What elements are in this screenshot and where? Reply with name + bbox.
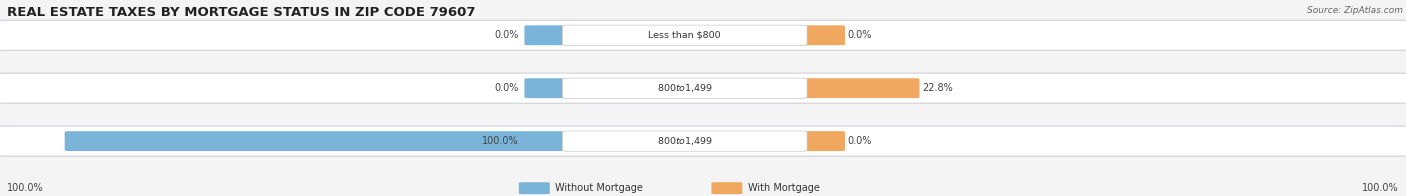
FancyBboxPatch shape [794,78,920,98]
FancyBboxPatch shape [524,25,575,45]
FancyBboxPatch shape [711,182,742,194]
FancyBboxPatch shape [0,73,1406,103]
FancyBboxPatch shape [794,25,845,45]
Text: 22.8%: 22.8% [922,83,953,93]
Text: 100.0%: 100.0% [1362,183,1399,193]
Text: Without Mortgage: Without Mortgage [555,183,644,193]
Text: Less than $800: Less than $800 [648,31,721,40]
Text: REAL ESTATE TAXES BY MORTGAGE STATUS IN ZIP CODE 79607: REAL ESTATE TAXES BY MORTGAGE STATUS IN … [7,6,475,19]
FancyBboxPatch shape [562,25,807,45]
FancyBboxPatch shape [794,131,845,151]
Text: 0.0%: 0.0% [495,83,519,93]
FancyBboxPatch shape [562,78,807,98]
Text: $800 to $1,499: $800 to $1,499 [657,135,713,147]
FancyBboxPatch shape [519,182,550,194]
Text: $800 to $1,499: $800 to $1,499 [657,82,713,94]
FancyBboxPatch shape [524,78,575,98]
Text: With Mortgage: With Mortgage [748,183,820,193]
Text: 0.0%: 0.0% [848,30,872,40]
FancyBboxPatch shape [562,131,807,151]
FancyBboxPatch shape [0,126,1406,156]
Text: 0.0%: 0.0% [495,30,519,40]
FancyBboxPatch shape [0,20,1406,50]
Text: 100.0%: 100.0% [482,136,519,146]
Text: 100.0%: 100.0% [7,183,44,193]
Text: 0.0%: 0.0% [848,136,872,146]
Text: Source: ZipAtlas.com: Source: ZipAtlas.com [1308,6,1403,15]
FancyBboxPatch shape [65,131,575,151]
